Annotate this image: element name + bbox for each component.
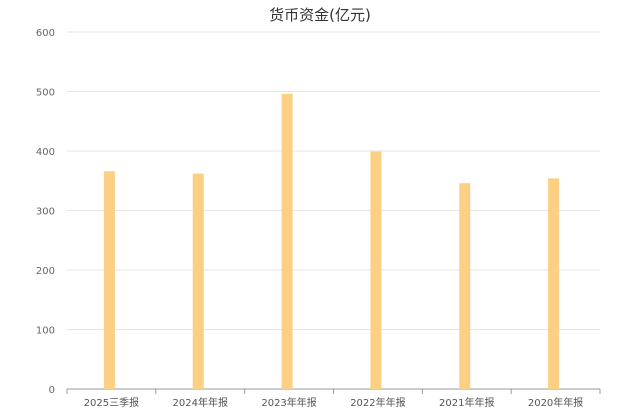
x-tick-label: 2024年年报 bbox=[173, 396, 228, 409]
x-tick-label: 2025三季报 bbox=[84, 396, 139, 409]
bar bbox=[370, 151, 382, 389]
x-tick-label: 2022年年报 bbox=[350, 396, 405, 409]
bar bbox=[192, 173, 204, 389]
bar bbox=[459, 183, 471, 389]
bar bbox=[548, 178, 560, 389]
y-tick-label: 0 bbox=[49, 385, 55, 396]
chart-title: 货币资金(亿元) bbox=[269, 6, 371, 24]
y-tick-label: 600 bbox=[36, 28, 55, 39]
y-tick-label: 100 bbox=[36, 326, 55, 337]
y-tick-label: 500 bbox=[36, 88, 55, 99]
bar bbox=[103, 171, 115, 389]
y-tick-label: 200 bbox=[36, 266, 55, 277]
x-tick-label: 2021年年报 bbox=[439, 396, 494, 409]
bar bbox=[281, 93, 293, 389]
x-tick-label: 2023年年报 bbox=[261, 396, 316, 409]
y-tick-label: 400 bbox=[36, 147, 55, 158]
x-tick-label: 2020年年报 bbox=[528, 396, 583, 409]
y-tick-label: 300 bbox=[36, 207, 55, 218]
